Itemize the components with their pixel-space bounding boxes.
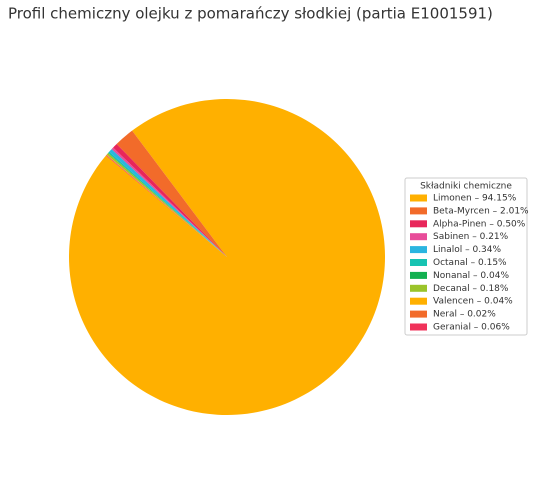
legend-swatch <box>410 297 427 305</box>
legend-swatch <box>410 323 427 331</box>
pie-slice <box>105 154 227 257</box>
legend-swatch <box>410 284 427 292</box>
legend-label: Neral – 0.02% <box>433 310 496 320</box>
pie-slice <box>107 152 227 257</box>
legend-swatch <box>410 233 427 241</box>
legend-swatch <box>410 271 427 279</box>
legend-swatch <box>410 207 427 215</box>
legend-swatch <box>410 220 427 228</box>
chart-title: Profil chemiczny olejku z pomarańczy sło… <box>8 5 493 23</box>
legend-title: Składniki chemiczne <box>420 182 512 192</box>
legend-label: Geranial – 0.06% <box>433 323 510 333</box>
legend-label: Decanal – 0.18% <box>433 284 509 294</box>
legend-swatch <box>410 194 427 202</box>
pie-slice <box>108 151 227 257</box>
legend-swatch <box>410 259 427 266</box>
legend: Składniki chemiczne Limonen – 94.15% Beta… <box>404 177 529 336</box>
pie-slice <box>106 154 227 257</box>
pie <box>69 98 386 415</box>
pie-slice <box>106 153 227 257</box>
pie-slice <box>113 143 227 257</box>
legend-label: Octanal – 0.15% <box>433 258 507 268</box>
legend-label: Linalol – 0.34% <box>433 245 502 255</box>
legend-swatch <box>410 246 427 254</box>
pie-slice <box>116 130 227 257</box>
legend-label: Limonen – 94.15% <box>433 194 517 204</box>
legend-label: Alpha-Pinen – 0.50% <box>433 219 526 229</box>
legend-swatch <box>410 310 427 318</box>
legend-label: Sabinen – 0.21% <box>433 232 509 242</box>
pie-slice <box>111 147 227 257</box>
legend-label: Beta-Myrcen – 2.01% <box>433 206 529 216</box>
pie-slice <box>109 149 227 257</box>
legend-label: Valencen – 0.04% <box>433 297 513 307</box>
pie-slice <box>106 154 227 257</box>
legend-label: Nonanal – 0.04% <box>433 271 509 281</box>
legend-box <box>404 177 528 336</box>
pie-slice <box>69 98 386 415</box>
